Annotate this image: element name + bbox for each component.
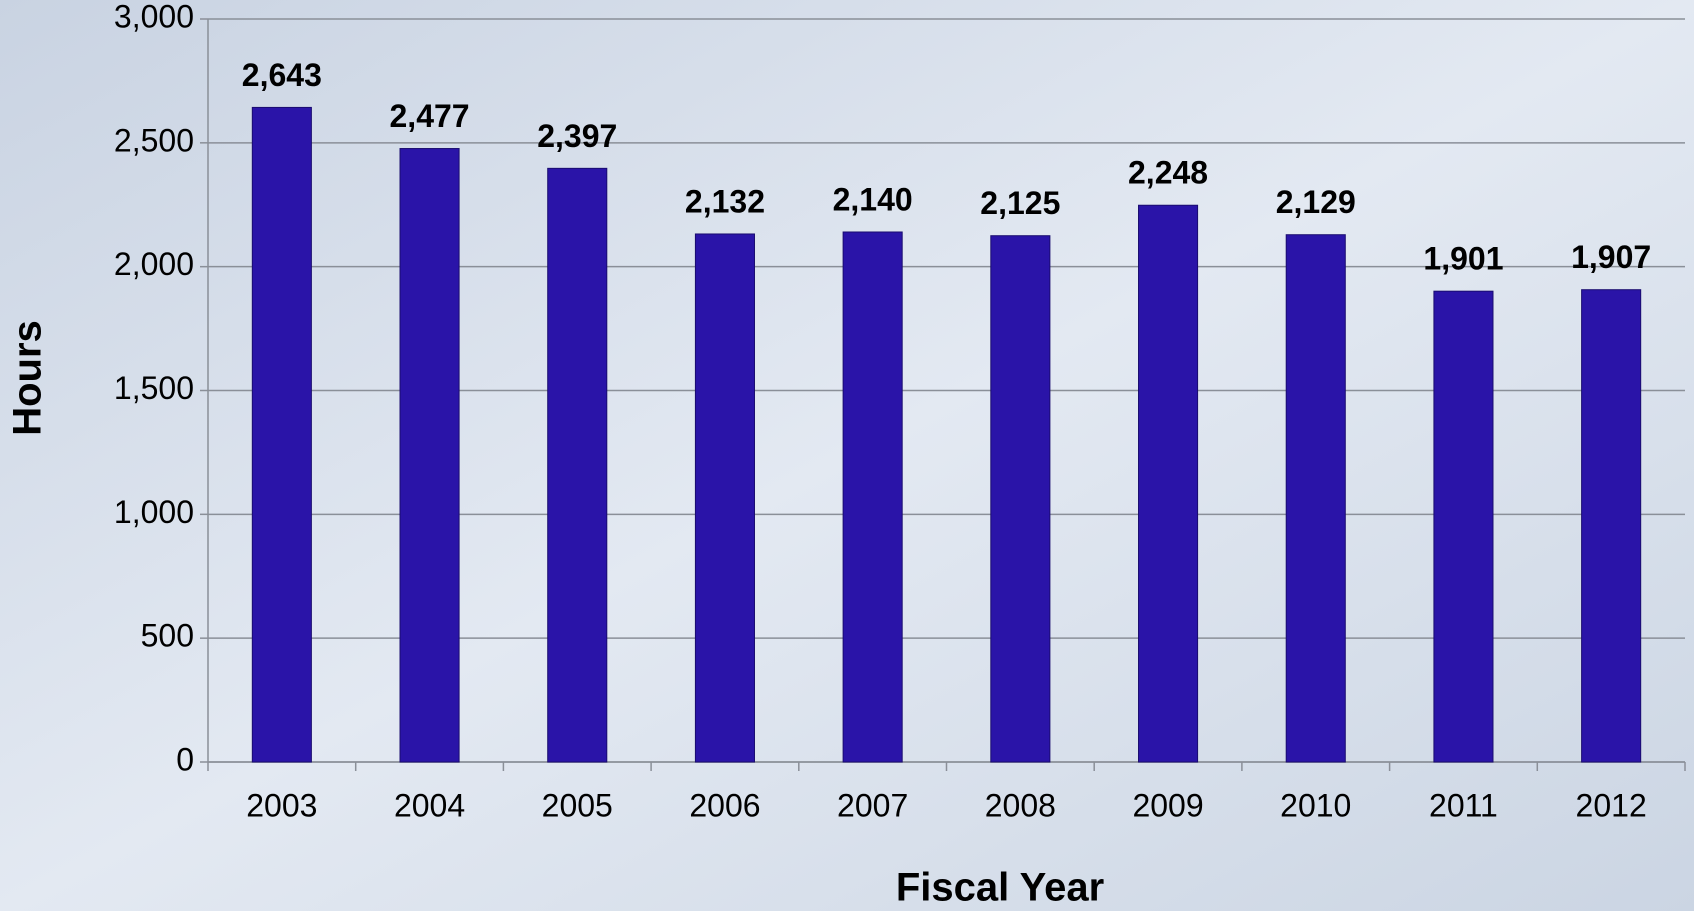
data-label: 1,901 — [1423, 241, 1503, 277]
data-label: 2,132 — [685, 183, 765, 219]
bar — [1433, 290, 1494, 763]
x-tick-label: 2005 — [542, 787, 613, 823]
x-tick-label: 2004 — [394, 787, 465, 823]
x-tick-label: 2009 — [1132, 787, 1203, 823]
data-label: 2,129 — [1276, 184, 1356, 220]
y-tick-label: 1,500 — [114, 370, 194, 406]
bar — [1138, 204, 1199, 763]
data-label: 2,248 — [1128, 155, 1208, 191]
data-label: 2,477 — [390, 98, 470, 134]
data-label: 1,907 — [1571, 239, 1651, 275]
x-tick-label: 2011 — [1429, 787, 1498, 823]
bar — [547, 167, 608, 763]
x-tick-label: 2012 — [1576, 787, 1647, 823]
bar — [990, 235, 1051, 763]
x-tick-label: 2003 — [246, 787, 317, 823]
bar — [251, 106, 312, 763]
y-tick-label: 0 — [176, 741, 194, 777]
data-label: 2,125 — [980, 185, 1060, 221]
y-axis-title: Hours — [6, 320, 50, 436]
x-tick-label: 2006 — [689, 787, 760, 823]
x-tick-label: 2010 — [1280, 787, 1351, 823]
y-tick-label: 1,000 — [114, 494, 194, 530]
y-tick-label: 3,000 — [114, 0, 194, 34]
y-tick-label: 500 — [141, 618, 194, 654]
data-label: 2,643 — [242, 57, 322, 93]
bar — [694, 233, 755, 763]
y-tick-label: 2,500 — [114, 122, 194, 158]
x-tick-label: 2008 — [985, 787, 1056, 823]
bar — [1285, 234, 1346, 763]
bar — [1581, 289, 1642, 763]
data-label: 2,397 — [537, 118, 617, 154]
bar — [399, 148, 460, 763]
y-tick-label: 2,000 — [114, 246, 194, 282]
x-tick-label: 2007 — [837, 787, 908, 823]
plot-area: 0 500 1,000 1,500 2,000 2,500 3,000 2003 2,643 20… — [114, 0, 1686, 823]
bar — [842, 231, 903, 763]
x-axis-title: Fiscal Year — [896, 866, 1104, 910]
data-label: 2,140 — [833, 181, 913, 217]
